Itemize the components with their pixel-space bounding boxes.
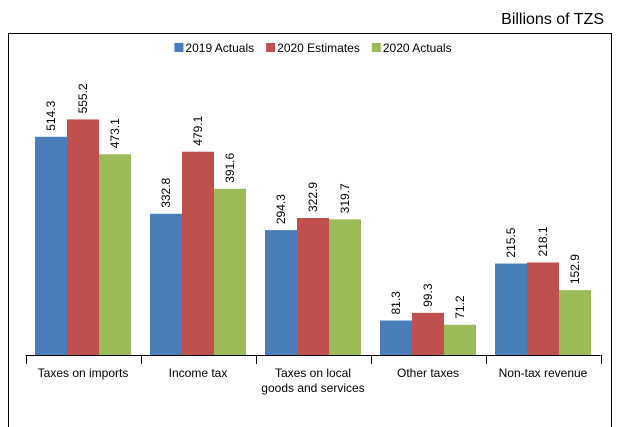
bar (297, 217, 329, 355)
bar (329, 219, 361, 355)
x-tick-label: Taxes on local goods and services (261, 366, 364, 395)
bar (182, 151, 214, 355)
bar (495, 263, 527, 355)
chart-frame (8, 33, 612, 427)
value-label: 215.5 (504, 227, 518, 257)
value-label: 319.7 (338, 183, 352, 213)
value-label: 514.3 (44, 100, 58, 130)
bar (150, 213, 182, 355)
value-label: 555.2 (76, 83, 90, 113)
legend-swatch (371, 43, 381, 52)
bar (67, 119, 99, 355)
bar (412, 312, 444, 355)
x-tick-label: Non-tax revenue (499, 366, 588, 380)
value-label: 332.8 (159, 177, 173, 207)
legend-label: 2020 Estimates (277, 41, 360, 55)
legend-swatch (266, 43, 276, 52)
value-label: 71.2 (453, 295, 467, 319)
x-tick-label: Other taxes (397, 366, 459, 380)
value-label: 391.6 (223, 152, 237, 182)
value-label: 473.1 (108, 118, 122, 148)
bar (380, 320, 412, 355)
legend-label: 2020 Actuals (383, 41, 452, 55)
value-label: 81.3 (389, 291, 403, 315)
value-label: 152.9 (568, 254, 582, 284)
unit-label: Billions of TZS (501, 11, 604, 28)
value-label: 479.1 (191, 115, 205, 145)
x-tick-label: Taxes on imports (38, 366, 129, 380)
legend-swatch (174, 43, 184, 52)
bar (99, 154, 131, 355)
bar (527, 262, 559, 355)
bar (265, 230, 297, 355)
bar (559, 290, 591, 355)
legend-label: 2019 Actuals (185, 41, 254, 55)
bar (444, 324, 476, 355)
value-label: 294.3 (274, 194, 288, 224)
bar (35, 136, 67, 355)
bar (214, 188, 246, 355)
value-label: 99.3 (421, 283, 435, 307)
x-tick-label: Income tax (169, 366, 228, 380)
legend: 2019 Actuals 2020 Estimates 2020 Actuals (174, 41, 452, 55)
value-label: 218.1 (536, 226, 550, 256)
value-label: 322.9 (306, 182, 320, 212)
